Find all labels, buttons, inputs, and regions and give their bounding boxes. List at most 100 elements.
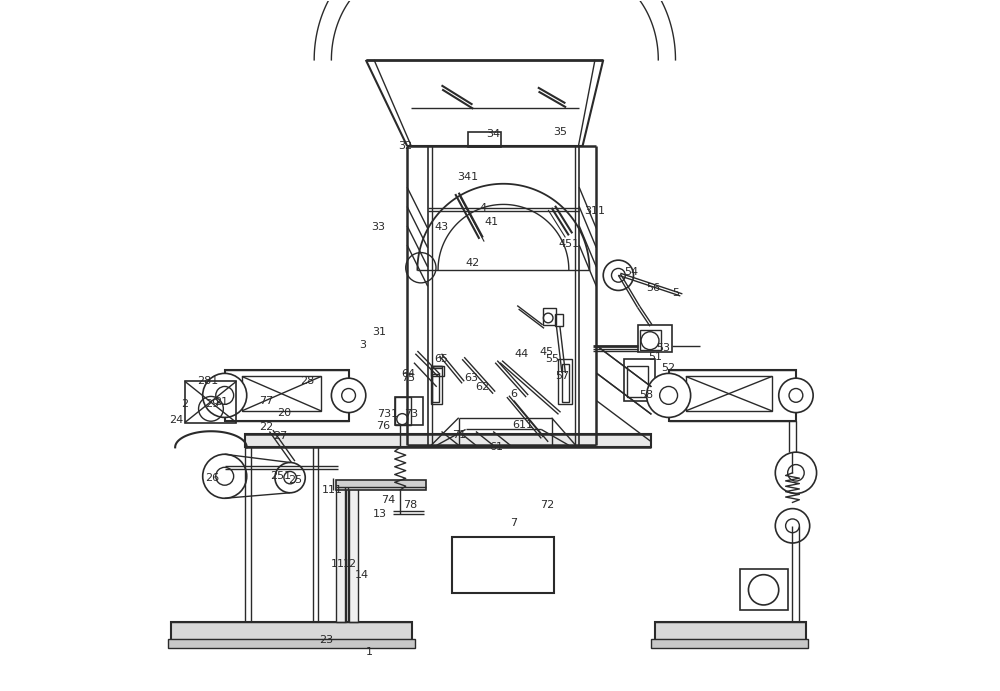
Circle shape <box>647 373 691 417</box>
Circle shape <box>641 332 659 350</box>
Circle shape <box>775 452 817 493</box>
Text: 73: 73 <box>404 409 418 419</box>
Text: 11: 11 <box>331 558 345 569</box>
Text: 12: 12 <box>343 558 357 569</box>
Text: 55: 55 <box>545 354 559 364</box>
Text: 57: 57 <box>556 372 570 381</box>
Bar <box>686 377 772 411</box>
Bar <box>651 639 808 648</box>
Text: 731: 731 <box>377 409 398 419</box>
Bar <box>168 639 415 648</box>
Text: 111: 111 <box>322 485 343 495</box>
Text: 31: 31 <box>373 327 387 337</box>
Bar <box>349 487 358 622</box>
Text: 53: 53 <box>656 343 670 352</box>
Text: 54: 54 <box>624 267 638 277</box>
Bar <box>171 622 412 640</box>
Bar <box>669 370 796 422</box>
Text: 33: 33 <box>371 222 385 232</box>
Bar <box>555 314 563 326</box>
Bar <box>245 433 651 447</box>
Bar <box>543 307 556 325</box>
Bar <box>185 381 236 423</box>
Text: 14: 14 <box>355 569 369 580</box>
Bar <box>395 397 423 425</box>
Text: 23: 23 <box>320 635 334 645</box>
Text: 71: 71 <box>452 430 466 440</box>
Text: 1: 1 <box>366 647 373 656</box>
Bar <box>638 325 672 352</box>
Bar <box>624 359 655 401</box>
Text: 63: 63 <box>464 373 478 383</box>
Text: 341: 341 <box>457 172 478 182</box>
Text: 52: 52 <box>662 363 676 373</box>
Text: 2: 2 <box>181 399 188 409</box>
Text: 64: 64 <box>401 370 416 379</box>
Text: 311: 311 <box>584 207 605 216</box>
Text: 65: 65 <box>435 354 449 364</box>
Circle shape <box>275 462 305 493</box>
Circle shape <box>748 575 779 605</box>
Bar <box>452 537 554 594</box>
Bar <box>431 366 444 377</box>
Text: 45: 45 <box>539 348 553 357</box>
Bar <box>431 366 442 404</box>
Bar <box>558 359 572 404</box>
Text: 42: 42 <box>465 258 480 268</box>
Bar <box>336 480 426 490</box>
Circle shape <box>779 378 813 413</box>
Text: 27: 27 <box>273 431 288 442</box>
Text: 4: 4 <box>480 203 487 213</box>
Bar <box>640 330 661 350</box>
Bar <box>655 622 806 640</box>
Text: 56: 56 <box>646 283 660 294</box>
Bar <box>225 370 349 422</box>
Text: 13: 13 <box>373 509 387 519</box>
Circle shape <box>331 378 366 413</box>
Bar <box>336 487 346 622</box>
Text: 281: 281 <box>197 377 218 386</box>
Text: 32: 32 <box>399 141 413 151</box>
Text: 29: 29 <box>205 399 219 409</box>
Bar <box>740 569 788 610</box>
Text: 25: 25 <box>289 475 303 484</box>
Text: 43: 43 <box>434 222 449 232</box>
Text: 44: 44 <box>515 350 529 359</box>
Text: 7: 7 <box>510 518 517 528</box>
Text: 22: 22 <box>259 422 273 432</box>
Text: 451: 451 <box>558 238 579 249</box>
Text: 41: 41 <box>484 216 498 227</box>
Text: 6: 6 <box>510 388 517 399</box>
Circle shape <box>775 509 810 543</box>
Text: 28: 28 <box>300 377 314 386</box>
Circle shape <box>203 373 247 417</box>
Text: 20: 20 <box>277 408 291 418</box>
Text: 72: 72 <box>540 500 554 510</box>
Text: 26: 26 <box>205 473 219 482</box>
Text: 61: 61 <box>490 442 504 453</box>
Bar <box>395 397 411 425</box>
Bar <box>562 364 569 402</box>
Text: 58: 58 <box>640 390 654 400</box>
Text: 62: 62 <box>476 382 490 392</box>
Circle shape <box>203 454 247 498</box>
Text: 76: 76 <box>376 421 390 431</box>
Bar <box>627 366 648 397</box>
Text: 24: 24 <box>169 415 184 425</box>
Circle shape <box>603 260 634 290</box>
Text: 34: 34 <box>486 129 500 138</box>
Bar <box>432 375 439 402</box>
Text: 3: 3 <box>359 341 366 350</box>
Text: 77: 77 <box>259 395 273 406</box>
Text: 35: 35 <box>554 127 568 137</box>
Bar <box>242 377 321 411</box>
Bar <box>468 132 501 147</box>
Text: 75: 75 <box>401 373 416 383</box>
Text: 251: 251 <box>270 471 291 481</box>
Text: 74: 74 <box>381 495 396 505</box>
Text: 78: 78 <box>403 500 418 510</box>
Text: 611: 611 <box>512 419 533 430</box>
Text: 51: 51 <box>649 352 663 362</box>
Text: 21: 21 <box>214 397 228 407</box>
Text: 5: 5 <box>672 287 679 298</box>
